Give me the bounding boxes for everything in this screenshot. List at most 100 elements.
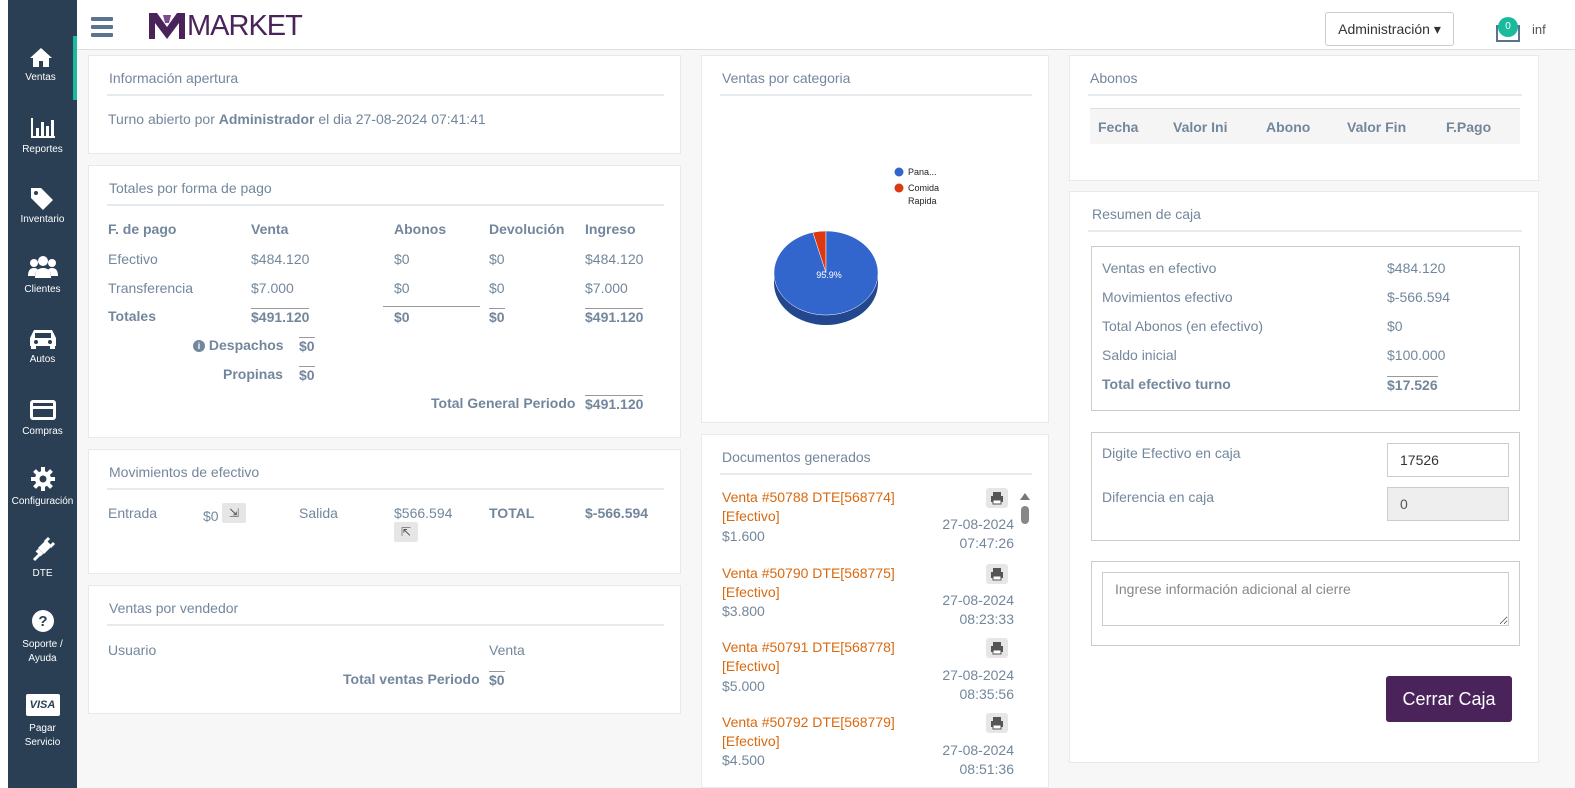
apertura-mid: el dia xyxy=(318,111,352,127)
entrada-detail-button[interactable]: ⇲ xyxy=(222,503,246,523)
doc-title[interactable]: Venta #50792 DTE[568779] xyxy=(722,714,895,730)
col-header-venta: Venta xyxy=(489,642,525,658)
resumen-label: Total Abonos (en efectivo) xyxy=(1102,318,1264,334)
doc-time-text: 08:23:33 xyxy=(959,611,1015,627)
users-icon xyxy=(27,256,58,278)
sidebar-item-label: Inventario xyxy=(20,214,65,225)
scroll-up-arrow[interactable] xyxy=(1020,493,1030,500)
info-icon[interactable]: i xyxy=(193,340,205,352)
total-general-label: Total General Periodo xyxy=(431,395,576,411)
resumen-label: Ventas en efectivo xyxy=(1102,260,1217,276)
resumen-value: $0 xyxy=(1387,318,1403,334)
doc-title[interactable]: Venta #50791 DTE[568778] xyxy=(722,639,895,655)
sidebar-item-label: DTE xyxy=(32,568,53,579)
cell: $484.120 xyxy=(251,251,310,267)
user-menu[interactable]: inf xyxy=(1532,22,1546,37)
propinas-label: Propinas xyxy=(223,366,283,382)
cell: $0 xyxy=(394,309,410,325)
mail-badge: 0 xyxy=(1498,17,1518,37)
doc-payment[interactable]: [Efectivo] xyxy=(722,733,780,749)
panel-title: Documentos generados xyxy=(722,449,871,465)
print-icon[interactable] xyxy=(986,564,1008,584)
col-header: Devolución xyxy=(489,221,565,237)
panel-title: Totales por forma de pago xyxy=(109,180,272,196)
total-ventas-label: Total ventas Periodo xyxy=(343,671,480,687)
abonos-panel: Abonos Fecha Valor Ini Abono Valor Fin F… xyxy=(1069,55,1539,181)
doc-date-text: 27-08-2024 xyxy=(942,667,1014,683)
pie-slice[interactable] xyxy=(773,230,879,316)
plug-icon xyxy=(32,536,55,562)
sidebar-item-configuracion[interactable]: Configuración xyxy=(8,466,77,507)
sidebar-item-pagar-servicio[interactable]: VISA Pagar Servicio xyxy=(8,694,77,750)
cell: Efectivo xyxy=(108,251,158,267)
despachos-label: i Despachos xyxy=(193,337,284,353)
doc-payment[interactable]: [Efectivo] xyxy=(722,508,780,524)
credit-card-icon xyxy=(29,400,56,420)
scroll-thumb[interactable] xyxy=(1021,506,1029,524)
sidebar-item-reportes[interactable]: Reportes xyxy=(8,116,77,155)
apertura-prefix: Turno abierto por xyxy=(108,111,215,127)
sidebar-item-compras[interactable]: Compras xyxy=(8,398,77,437)
doc-link[interactable]: Venta #50792 DTE[568779] [Efectivo] xyxy=(722,713,895,751)
apertura-panel: Información apertura Turno abierto por A… xyxy=(88,55,681,154)
resumen-summary-box: Ventas en efectivo $484.120 Movimientos … xyxy=(1091,246,1520,411)
question-icon: ? xyxy=(31,610,54,632)
vendedor-panel: Ventas por vendedor Usuario Venta Total … xyxy=(88,585,681,714)
sidebar-item-label: Autos xyxy=(29,354,56,365)
menu-toggle-icon[interactable] xyxy=(91,17,113,37)
sidebar-item-dte[interactable]: DTE xyxy=(8,536,77,579)
entrada-label: Entrada xyxy=(108,505,158,521)
doc-amount: $4.500 xyxy=(722,752,765,768)
notes-textarea[interactable] xyxy=(1102,572,1509,626)
salida-detail-button[interactable]: ⇱ xyxy=(394,522,418,542)
print-icon[interactable] xyxy=(986,713,1008,733)
scrollbar[interactable] xyxy=(1018,490,1032,787)
sidebar-item-clientes[interactable]: Clientes xyxy=(8,254,77,295)
doc-amount: $1.600 xyxy=(722,528,765,544)
sidebar-item-label: Ventas xyxy=(25,72,56,83)
visa-icon: VISA xyxy=(25,694,60,716)
cell: $0 xyxy=(489,308,505,325)
apertura-text: Turno abierto por Administrador el dia 2… xyxy=(108,111,486,127)
sidebar-item-soporte[interactable]: ? Soporte / Ayuda xyxy=(8,608,77,666)
efectivo-label: Digite Efectivo en caja xyxy=(1102,445,1241,461)
cell: $0 xyxy=(394,280,410,296)
sidebar-item-inventario[interactable]: Inventario xyxy=(8,186,77,225)
print-icon[interactable] xyxy=(986,638,1008,658)
doc-title[interactable]: Venta #50788 DTE[568774] xyxy=(722,489,895,505)
sidebar-item-ventas[interactable]: Ventas xyxy=(8,36,77,100)
doc-payment[interactable]: [Efectivo] xyxy=(722,584,780,600)
doc-amount: $5.000 xyxy=(722,678,765,694)
sidebar-item-label: Compras xyxy=(22,426,63,437)
col-header-usuario: Usuario xyxy=(108,642,157,658)
top-bar: MARKET Administración ▾ 0 inf xyxy=(77,0,1575,50)
cerrar-caja-button[interactable]: Cerrar Caja xyxy=(1386,676,1512,722)
sidebar-edge xyxy=(0,0,8,788)
doc-amount: $3.800 xyxy=(722,603,765,619)
doc-link[interactable]: Venta #50791 DTE[568778] [Efectivo] xyxy=(722,638,895,676)
panel-title: Movimientos de efectivo xyxy=(109,464,260,480)
doc-payment[interactable]: [Efectivo] xyxy=(722,658,780,674)
admin-dropdown[interactable]: Administración ▾ xyxy=(1325,12,1454,46)
cell: $0 xyxy=(489,251,505,267)
entrada-value: $0 xyxy=(203,508,219,524)
sidebar-item-autos[interactable]: Autos xyxy=(8,326,77,365)
cell: $484.120 xyxy=(585,251,644,267)
despachos-value: $0 xyxy=(299,337,315,354)
sidebar-item-label: Pagar Servicio xyxy=(24,723,61,748)
apertura-datetime: 27-08-2024 07:41:41 xyxy=(355,111,486,127)
pie-data-label: 95.9% xyxy=(816,270,842,280)
totales-panel: Totales por forma de pago F. de pago Ven… xyxy=(88,165,681,438)
resumen-value: $-566.594 xyxy=(1387,289,1451,305)
bar-chart-icon xyxy=(30,118,55,138)
doc-title[interactable]: Venta #50790 DTE[568775] xyxy=(722,565,895,581)
doc-date-text: 27-08-2024 xyxy=(942,742,1014,758)
legend-marker xyxy=(894,183,904,193)
doc-link[interactable]: Venta #50790 DTE[568775] [Efectivo] xyxy=(722,564,895,602)
salida-value: $566.594 xyxy=(394,505,453,521)
doc-link[interactable]: Venta #50788 DTE[568774] [Efectivo] xyxy=(722,488,895,526)
panel-title: Ventas por vendedor xyxy=(109,600,239,616)
print-icon[interactable] xyxy=(986,488,1008,508)
cell: Transferencia xyxy=(108,280,194,296)
efectivo-input[interactable]: 17526 xyxy=(1387,443,1509,477)
